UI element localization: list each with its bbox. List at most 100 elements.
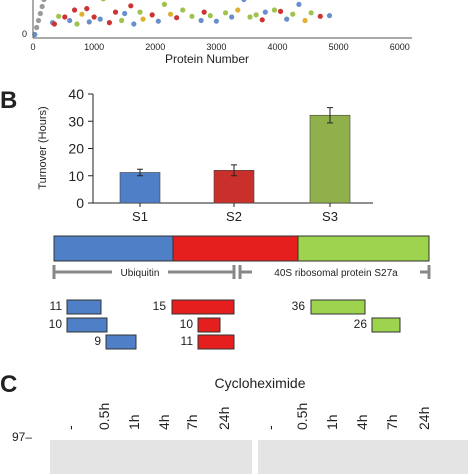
- x-tick-label: S1: [132, 209, 148, 224]
- panel-a-y-tick: 0: [22, 29, 27, 39]
- panel-b-y-ticks: 0 10 20 30 40: [68, 86, 93, 211]
- peptide-count: 36: [292, 299, 306, 313]
- scatter-point: [213, 18, 219, 24]
- lane-label: 1h: [324, 414, 340, 430]
- scatter-point: [271, 7, 278, 13]
- x-tick-label: 6000: [390, 42, 410, 52]
- y-tick-label: 30: [68, 113, 84, 129]
- scatter-point: [198, 17, 204, 24]
- panel-a-x-label: Protein Number: [165, 52, 249, 66]
- lane-label: -: [62, 425, 78, 430]
- scatter-point: [290, 11, 296, 17]
- scatter-point: [259, 17, 265, 23]
- blot-left: [50, 440, 252, 474]
- panel-c: C Cycloheximide - 0.5h 1h 4h 7h 24h - 0.5h 1h 4h 7…: [0, 371, 468, 474]
- y-tick-label: 10: [68, 168, 84, 184]
- y-tick-label: 0: [76, 195, 84, 211]
- peptide-count: 11: [181, 334, 194, 348]
- lane-label: 4h: [156, 414, 172, 430]
- ubiquitin-label: Ubiquitin: [121, 268, 160, 279]
- scatter-point: [229, 14, 235, 20]
- scatter-point: [79, 11, 85, 17]
- scatter-point: [128, 3, 134, 9]
- x-tick-label: 5000: [329, 42, 349, 52]
- lane-label: 1h: [126, 414, 142, 430]
- scatter-point: [235, 7, 241, 13]
- domain-map: Ubiquitin 40S ribosomal protein S27a: [52, 235, 431, 280]
- x-tick-label: 3000: [206, 42, 226, 52]
- x-tick-label: 0: [30, 42, 35, 52]
- scatter-point: [97, 16, 103, 22]
- ribosomal-label-bg: [252, 264, 420, 280]
- scatter-point: [100, 0, 106, 2]
- scatter-point: [302, 17, 308, 24]
- scatter-point: [247, 14, 253, 20]
- panel-c-title: Cycloheximide: [214, 375, 305, 391]
- panel-a-x-ticks: 0 1000 2000 3000 4000 5000 6000: [30, 42, 409, 52]
- peptide-count: 10: [49, 317, 63, 331]
- peptide-fragment: [171, 299, 235, 315]
- scatter-point: [86, 19, 92, 25]
- scatter-point: [106, 20, 113, 26]
- panel-a-points: [32, 0, 333, 38]
- scatter-point: [308, 10, 314, 16]
- x-tick-label: S2: [226, 209, 242, 224]
- scatter-point: [140, 16, 146, 22]
- panel-c-label: C: [0, 371, 17, 398]
- x-tick-label: 4000: [268, 42, 288, 52]
- scatter-point: [62, 14, 68, 20]
- lane-label: 0.5h: [294, 403, 310, 430]
- x-tick-label: 1000: [84, 42, 104, 52]
- y-tick-label: 40: [68, 86, 84, 102]
- lane-label: 7h: [384, 414, 400, 430]
- peptide-count: 11: [50, 299, 63, 313]
- scatter-point: [284, 16, 290, 22]
- molecular-weight-marker: 97–: [12, 430, 32, 444]
- domain-segment: [53, 235, 174, 262]
- peptide-fragments: 11 10 9 15 10 11 36 26: [49, 299, 401, 350]
- domain-segment: [172, 235, 299, 262]
- peptide-fragment: [105, 334, 137, 350]
- scatter-point: [71, 7, 78, 13]
- panel-b-label: B: [0, 87, 17, 114]
- scatter-point: [37, 10, 43, 17]
- scatter-point: [317, 13, 323, 19]
- scatter-point: [201, 9, 207, 15]
- panel-b: B Turnover (Hours) 0 10 20 30 40 S1 S2 S3: [0, 86, 373, 224]
- scatter-point: [112, 9, 119, 15]
- scatter-point: [131, 21, 137, 27]
- lane-label: 0.5h: [96, 403, 112, 430]
- scatter-point: [41, 0, 47, 3]
- scatter-point: [137, 9, 143, 15]
- x-tick-label: 2000: [145, 42, 165, 52]
- scatter-point: [207, 13, 213, 19]
- lane-label: -: [262, 425, 278, 430]
- peptide-fragment: [197, 317, 221, 333]
- domain-segment: [297, 235, 430, 262]
- peptide-count: 15: [153, 299, 167, 313]
- peptide-fragment: [66, 317, 108, 333]
- scatter-point: [241, 0, 247, 3]
- scatter-point: [84, 5, 90, 12]
- scatter-point: [91, 14, 97, 20]
- scatter-point: [39, 3, 45, 10]
- scatter-point: [74, 21, 80, 27]
- y-tick-label: 20: [68, 141, 84, 157]
- scatter-point: [149, 12, 155, 18]
- peptide-fragment: [197, 334, 235, 350]
- bar-s3: [309, 114, 351, 204]
- scatter-point: [51, 21, 57, 27]
- lane-label: 24h: [216, 407, 232, 430]
- scatter-point: [174, 15, 180, 21]
- bar-s1: [119, 172, 161, 204]
- scatter-point: [180, 7, 186, 13]
- lane-label: 4h: [354, 414, 370, 430]
- ubiquitin-label-bg: [112, 264, 168, 280]
- x-tick-label: S3: [322, 209, 338, 224]
- scatter-point: [262, 9, 268, 15]
- ribosomal-label: 40S ribosomal protein S27a: [274, 268, 398, 279]
- lane-label: 24h: [416, 407, 432, 430]
- scatter-point: [67, 17, 73, 24]
- panel-a: 0 0 1000 2000 3000 4000 5000 6000 Protein Numb…: [22, 0, 412, 66]
